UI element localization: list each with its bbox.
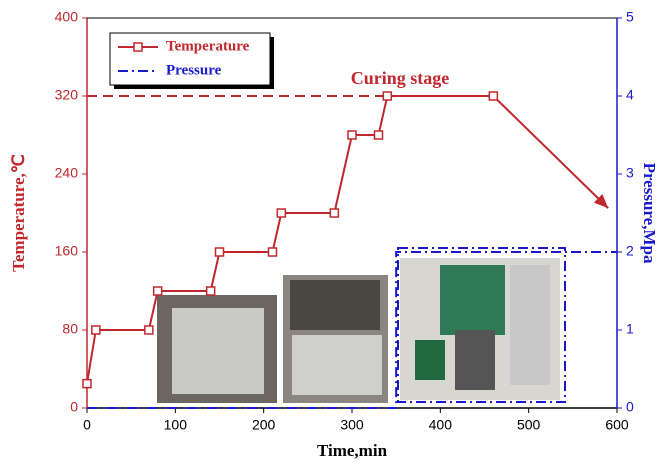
x-tick-label: 100 xyxy=(164,417,188,433)
marker xyxy=(489,92,497,100)
y-tick-label: 400 xyxy=(55,9,79,25)
marker xyxy=(216,248,224,256)
x-tick-label: 400 xyxy=(429,417,453,433)
marker xyxy=(375,131,383,139)
y2-tick-label: 3 xyxy=(626,165,634,181)
legend-label: Temperature xyxy=(166,38,250,54)
y2-tick-label: 5 xyxy=(626,9,634,25)
marker xyxy=(83,380,91,388)
photo-insets xyxy=(157,248,565,403)
marker xyxy=(277,209,285,217)
marker xyxy=(145,326,153,334)
y2-tick-label: 2 xyxy=(626,243,634,259)
x-tick-label: 600 xyxy=(605,417,629,433)
y2-tick-label: 4 xyxy=(626,87,634,103)
y-axis-label: Temperature,℃ xyxy=(9,154,28,272)
y-tick-label: 160 xyxy=(55,243,79,259)
y-tick-label: 0 xyxy=(70,399,78,415)
x-tick-label: 200 xyxy=(252,417,276,433)
x-tick-label: 0 xyxy=(83,417,91,433)
marker xyxy=(383,92,391,100)
y-tick-label: 240 xyxy=(55,165,79,181)
x-tick-label: 300 xyxy=(340,417,364,433)
legend-marker xyxy=(134,43,142,51)
y-tick-label: 320 xyxy=(55,87,79,103)
legend-label: Pressure xyxy=(166,62,222,78)
y2-tick-label: 1 xyxy=(626,321,634,337)
marker xyxy=(269,248,277,256)
annotation: Curing stage xyxy=(351,68,450,88)
x-tick-label: 500 xyxy=(517,417,541,433)
marker xyxy=(154,287,162,295)
y2-tick-label: 0 xyxy=(626,399,634,415)
marker xyxy=(348,131,356,139)
marker xyxy=(207,287,215,295)
y-tick-label: 80 xyxy=(62,321,78,337)
chart: Temperature,℃ Pressure,Mpa Time,min Curi… xyxy=(0,0,664,463)
marker xyxy=(330,209,338,217)
marker xyxy=(92,326,100,334)
x-axis-label: Time,min xyxy=(317,441,388,460)
y2-axis-label: Pressure,Mpa xyxy=(640,163,659,264)
